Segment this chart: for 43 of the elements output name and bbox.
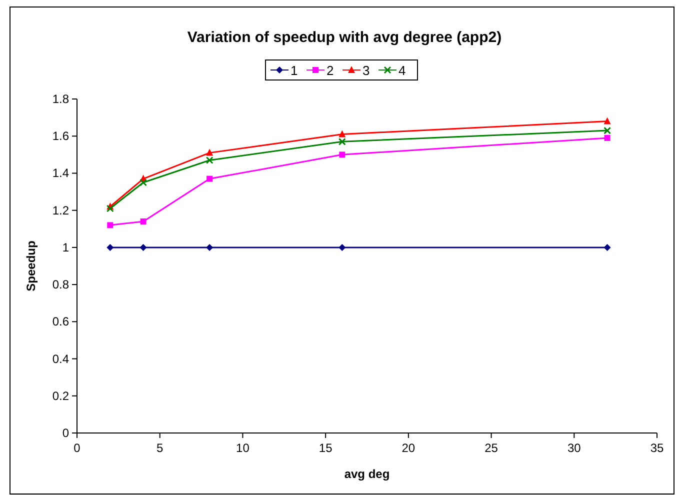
point <box>206 176 213 182</box>
chart-title: Variation of speedup with avg degree (app2) <box>187 29 502 46</box>
point <box>338 244 346 251</box>
legend-label: 2 <box>326 63 334 78</box>
point <box>140 244 147 251</box>
x-tick-label: 10 <box>236 441 250 455</box>
x-axis-title: avg deg <box>344 467 390 481</box>
x-tick-label: 0 <box>74 441 81 455</box>
point <box>106 244 114 251</box>
legend-label: 3 <box>362 63 370 78</box>
y-axis-title: Speedup <box>24 240 38 292</box>
y-tick-label: 1.8 <box>52 92 70 106</box>
point <box>106 204 114 212</box>
point <box>604 117 611 124</box>
x-tick-label: 35 <box>650 441 664 455</box>
y-tick-label: 1 <box>62 240 70 254</box>
point <box>604 126 612 134</box>
y-tick-label: 0.4 <box>52 352 70 366</box>
point <box>604 134 610 141</box>
legend-label: 4 <box>398 63 406 78</box>
y-tick-label: 0.2 <box>52 388 70 403</box>
point <box>338 130 346 138</box>
y-tick-label: 0.6 <box>52 314 70 329</box>
point <box>206 148 214 156</box>
x-tick-label: 30 <box>567 441 582 455</box>
y-tick-label: 1.6 <box>52 129 70 144</box>
point <box>604 244 611 251</box>
legend-label: 1 <box>290 63 298 78</box>
point <box>140 178 148 186</box>
x-tick-label: 5 <box>156 441 164 455</box>
point <box>338 138 346 146</box>
x-tick-label: 15 <box>318 441 333 455</box>
point <box>206 244 214 251</box>
y-tick-label: 0 <box>62 426 70 440</box>
x-tick-label: 20 <box>402 441 416 455</box>
point <box>206 156 214 164</box>
y-tick-label: 0.8 <box>52 278 70 292</box>
point <box>339 152 346 158</box>
x-tick-label: 25 <box>484 441 498 455</box>
y-tick-label: 1.4 <box>52 166 70 180</box>
y-tick-label: 1.2 <box>52 203 70 218</box>
point <box>140 218 146 224</box>
point <box>107 222 114 228</box>
